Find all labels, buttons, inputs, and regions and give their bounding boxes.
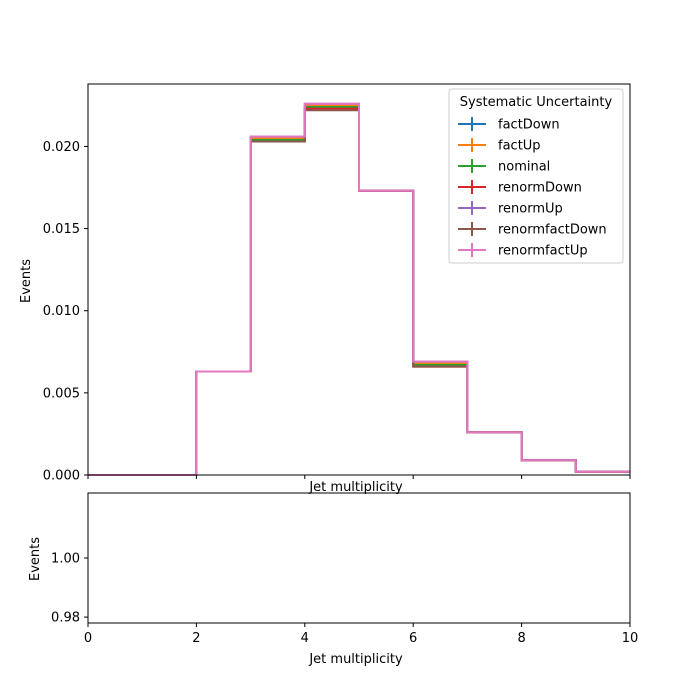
legend-title: Systematic Uncertainty [460,95,613,110]
top-y-tick-label: 0.010 [43,304,80,319]
legend-box [448,88,624,264]
bottom-y-axis-label: Events [28,537,43,581]
top-y-tick-label: 0.015 [43,222,80,237]
legend-item-factDown: factDown [458,117,560,133]
legend-item-factUp: factUp [458,138,541,154]
top-series-group [88,102,630,476]
legend: Systematic Uncertainty factDown factUp nom… [448,88,624,264]
bottom-x-tick-label: 10 [622,631,639,646]
top-y-ticks: 0.000 0.005 0.010 0.015 0.020 [43,140,88,484]
bottom-x-tick-label: 2 [192,631,200,646]
bottom-y-ticks: 0.98 1.00 [51,552,88,626]
bottom-x-tick-label: 8 [517,631,525,646]
legend-items: factDown factUp nominal renormDown renormUp r… [458,117,607,259]
bottom-y-tick-label: 1.00 [51,552,80,567]
legend-label: renormfactDown [498,223,607,238]
legend-item-renormDown: renormDown [458,180,582,196]
bottom-panel: 0.98 1.00 0 2 4 6 8 10 Jet multiplicity Events [28,492,638,667]
bottom-x-ticks: 0 2 4 6 8 10 [84,623,638,646]
top-y-tick-label: 0.000 [43,469,80,484]
bottom-x-axis-label: Jet multiplicity [308,652,403,667]
bottom-x-tick-label: 0 [84,631,92,646]
legend-item-renormUp: renormUp [458,201,563,217]
legend-label: renormUp [498,202,563,217]
legend-item-renormfactDown: renormfactDown [458,222,607,238]
legend-label: nominal [498,160,550,175]
bottom-y-tick-label: 0.98 [51,611,80,626]
legend-item-nominal: nominal [458,159,550,175]
series-line-renormfactUp [88,102,630,476]
top-x-axis-label: Jet multiplicity [308,480,403,495]
top-x-ticks [87,475,631,479]
bottom-axes-frame [87,492,631,624]
top-y-axis-label: Events [19,259,34,303]
legend-label: renormfactUp [498,244,588,259]
legend-label: factDown [498,118,560,133]
legend-item-renormfactUp: renormfactUp [458,243,588,259]
top-y-tick-label: 0.005 [43,386,80,401]
bottom-x-tick-label: 6 [409,631,417,646]
legend-label: renormDown [498,181,582,196]
legend-label: factUp [498,139,541,154]
bottom-x-tick-label: 4 [301,631,309,646]
top-y-tick-label: 0.020 [43,140,80,155]
top-axes-frame [87,83,631,476]
